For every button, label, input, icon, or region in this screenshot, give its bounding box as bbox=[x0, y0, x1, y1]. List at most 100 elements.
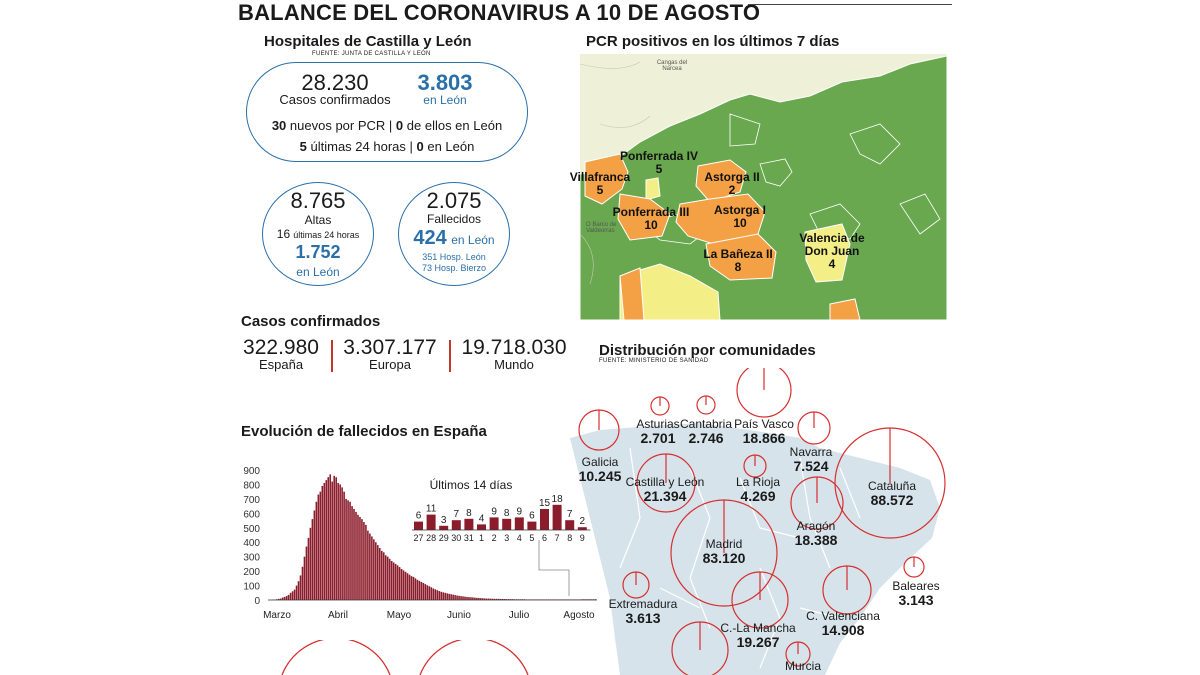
confirmed-leon: 3.803 bbox=[417, 70, 473, 95]
inset-value-label: 11 bbox=[426, 504, 437, 515]
inset-value-label: 18 bbox=[552, 494, 564, 505]
inset-bar bbox=[426, 514, 436, 530]
death-bar bbox=[371, 536, 373, 600]
extremadura-value: 3.613 bbox=[625, 610, 661, 626]
death-bar bbox=[291, 591, 294, 600]
inset-category-label: 27 bbox=[413, 533, 423, 543]
pais-vasco-name: País Vasco bbox=[734, 417, 794, 431]
cases-world-label: Mundo bbox=[494, 357, 534, 372]
map-ponferrada-iv bbox=[645, 177, 661, 201]
death-bar bbox=[495, 598, 498, 600]
cases-world-value: 19.718.030 bbox=[461, 336, 567, 359]
death-bar bbox=[388, 558, 391, 600]
c-valenciana-value: 14.908 bbox=[821, 622, 865, 638]
confirmed-label: Casos confirmados bbox=[279, 92, 391, 107]
death-bar bbox=[442, 592, 444, 600]
death-bar bbox=[484, 598, 486, 600]
inset-category-label: 5 bbox=[529, 533, 534, 543]
map-south-yellow bbox=[619, 263, 721, 320]
discharges-total: 8.765 bbox=[290, 188, 346, 213]
baleares-value: 3.143 bbox=[898, 592, 934, 608]
death-bar bbox=[440, 591, 443, 600]
map-roads bbox=[580, 61, 651, 285]
ponferrada-iv-name: Ponferrada IV bbox=[619, 149, 699, 163]
asturias-name: Asturias bbox=[636, 417, 680, 431]
deaths-total: 2.075 bbox=[426, 188, 482, 213]
death-bar bbox=[480, 598, 482, 600]
ponferrada-iii-name: Ponferrada III bbox=[612, 205, 690, 219]
y-tick-label: 300 bbox=[243, 553, 260, 564]
death-bar bbox=[499, 598, 502, 600]
pcr-leon-text: de ellos en León bbox=[406, 118, 503, 133]
astorga-i-value: 10 bbox=[733, 216, 747, 230]
deaths-circle bbox=[398, 182, 510, 286]
inset-category-label: 4 bbox=[517, 533, 522, 543]
death-bar bbox=[309, 527, 312, 600]
discharges-24-line: 16 últimas 24 horas bbox=[262, 227, 374, 241]
death-bar bbox=[476, 597, 478, 600]
death-bar bbox=[337, 483, 339, 600]
cases-spain-label: España bbox=[258, 357, 304, 372]
death-bar bbox=[430, 587, 433, 600]
death-bar bbox=[380, 550, 383, 600]
death-bar bbox=[303, 556, 306, 600]
region-madrid: Madrid 83.120 bbox=[694, 538, 754, 566]
region-extremadura: Extremadura 3.613 bbox=[604, 598, 682, 626]
bottom-circle-1 bbox=[281, 640, 391, 675]
death-bar bbox=[277, 598, 280, 600]
y-tick-label: 0 bbox=[254, 596, 260, 607]
death-bar bbox=[503, 598, 506, 600]
y-tick-label: 500 bbox=[243, 524, 260, 535]
death-bar bbox=[355, 511, 357, 600]
community-circles bbox=[578, 368, 946, 675]
cases-spain-value: 322.980 bbox=[243, 336, 319, 359]
death-bar bbox=[347, 500, 349, 600]
death-bar bbox=[331, 481, 334, 600]
death-bar bbox=[507, 599, 510, 600]
death-bar bbox=[414, 578, 417, 600]
last24-leon-text: en León bbox=[427, 139, 475, 154]
villafranca-value: 5 bbox=[596, 183, 604, 197]
death-bar bbox=[351, 506, 353, 600]
last24-value: 5 bbox=[299, 139, 307, 154]
death-bar bbox=[444, 592, 446, 600]
death-bar bbox=[295, 585, 298, 600]
x-month-label: Agosto bbox=[563, 610, 595, 621]
death-bar bbox=[412, 576, 415, 600]
death-bar bbox=[434, 589, 437, 600]
death-bar bbox=[497, 598, 500, 600]
death-bar bbox=[410, 576, 413, 600]
x-month-label: Mayo bbox=[387, 610, 412, 621]
death-bar bbox=[474, 597, 476, 600]
region-cantabria: Cantabria 2.746 bbox=[676, 418, 736, 446]
region-la-rioja: La Rioja 4.269 bbox=[730, 476, 786, 504]
pcr-map-heading: PCR positivos en los últimos 7 días bbox=[586, 33, 840, 50]
c-la-mancha-value: 19.267 bbox=[736, 634, 780, 650]
map-label-ponferrada-iv: Ponferrada IV 5 bbox=[614, 150, 704, 176]
map-southeast-orange bbox=[829, 298, 861, 320]
inset-value-label: 2 bbox=[580, 516, 586, 527]
y-tick-label: 400 bbox=[243, 538, 260, 549]
bottom-circles bbox=[281, 640, 529, 675]
death-bar bbox=[315, 501, 318, 600]
death-bar bbox=[353, 509, 355, 600]
death-bar bbox=[283, 596, 286, 600]
navarra-name: Navarra bbox=[789, 445, 833, 459]
communities-source: FUENTE: MINISTERIO DE SANIDAD bbox=[599, 358, 709, 364]
baneza-ii-value: 8 bbox=[734, 260, 742, 274]
region-castilla-leon: Castilla y León 21.394 bbox=[622, 476, 708, 504]
death-bar bbox=[378, 548, 381, 600]
death-bar bbox=[511, 599, 514, 600]
deaths-leon-label: en León bbox=[451, 233, 495, 247]
death-bar bbox=[486, 598, 488, 600]
hospitals-heading: Hospitales de Castilla y León bbox=[264, 33, 472, 50]
inset-category-label: 1 bbox=[479, 533, 484, 543]
inset-bar bbox=[577, 527, 587, 530]
region-navarra: Navarra 7.524 bbox=[784, 446, 838, 474]
inset-title: Últimos 14 días bbox=[429, 478, 513, 492]
ponferrada-iii-value: 10 bbox=[644, 218, 658, 232]
inset-category-label: 30 bbox=[451, 533, 461, 543]
confirmed-total: 28.230 bbox=[301, 70, 369, 95]
death-bar bbox=[460, 596, 462, 600]
death-bar bbox=[406, 573, 409, 600]
